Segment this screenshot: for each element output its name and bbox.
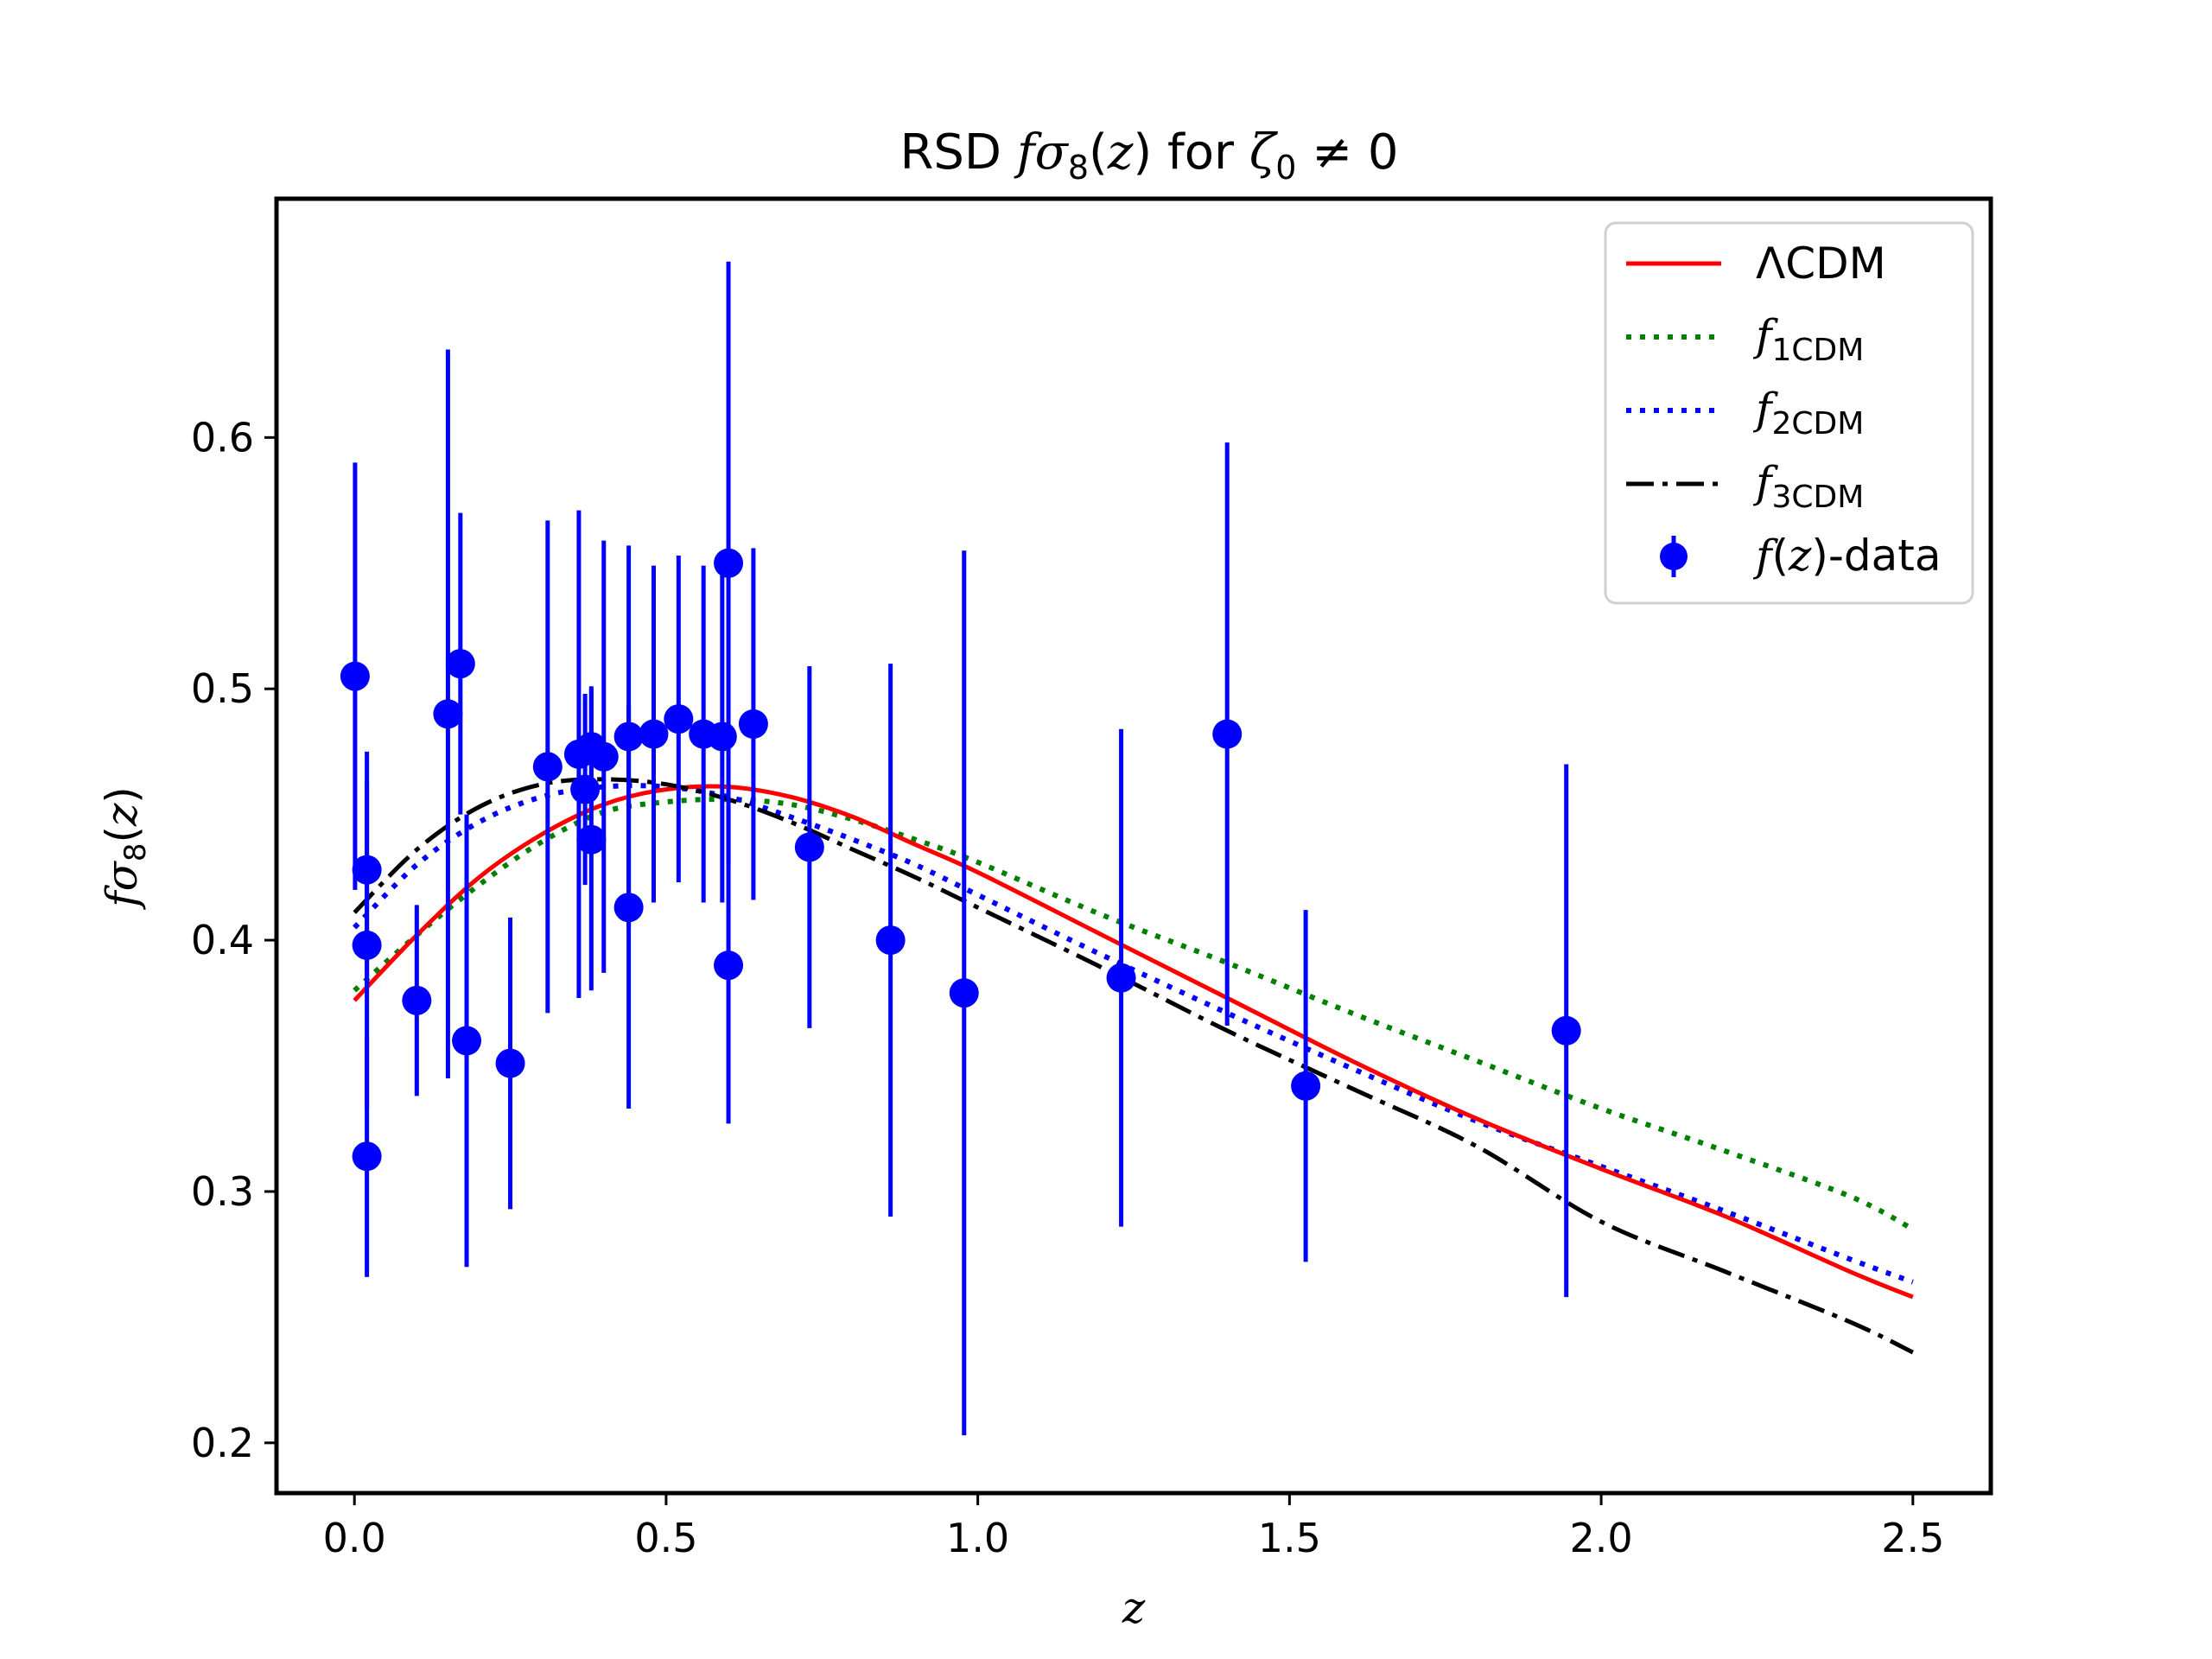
legend-marker-data: [1660, 543, 1688, 570]
data-point: [613, 893, 644, 923]
data-point: [639, 719, 669, 749]
y-tick-label: 0.5: [191, 665, 254, 712]
data-point: [495, 1048, 525, 1078]
x-tick-label: 2.5: [1881, 1515, 1944, 1561]
series-line-f3cdm: [353, 777, 1914, 1355]
data-point: [570, 774, 601, 804]
x-tick-label: 1.5: [1258, 1515, 1321, 1561]
legend-label-f3cdm: f3CDM: [1752, 457, 1864, 515]
legend-label-data: f(z)-data: [1752, 531, 1942, 581]
y-axis-label: fσ8(z): [97, 786, 153, 911]
data-point: [532, 752, 563, 782]
data-point: [452, 1026, 482, 1056]
y-tick-label: 0.2: [191, 1420, 254, 1466]
y-tick-label: 0.6: [191, 414, 254, 461]
x-tick-label: 0.0: [323, 1515, 386, 1561]
data-point: [433, 699, 463, 729]
x-axis-label: z: [1122, 1583, 1146, 1633]
axes-frame: [274, 196, 1993, 1496]
x-axis-ticks: 0.0 0.5 1.0 1.5 2.0 2.5: [323, 1493, 1944, 1561]
data-point: [445, 649, 475, 679]
data-points-layer: [340, 261, 1581, 1436]
series-line-cdm: [353, 784, 1914, 1300]
data-point: [352, 1141, 382, 1172]
x-tick-label: 0.5: [634, 1515, 697, 1561]
data-point: [340, 661, 370, 691]
data-point: [1106, 963, 1136, 993]
data-point: [1291, 1071, 1321, 1101]
data-point: [352, 855, 382, 885]
series-line-f1cdm: [353, 797, 1915, 1232]
y-tick-label: 0.3: [191, 1168, 254, 1215]
data-point: [714, 950, 744, 981]
data-point: [714, 548, 744, 578]
y-axis-ticks: 0.2 0.3 0.4 0.5 0.6: [191, 414, 276, 1466]
data-point: [707, 721, 737, 752]
data-point: [352, 930, 382, 960]
data-point: [588, 741, 619, 772]
data-point: [738, 709, 768, 739]
x-tick-label: 1.0: [946, 1515, 1009, 1561]
y-tick-label: 0.4: [191, 917, 254, 963]
data-point: [794, 832, 824, 862]
legend-box: [1604, 221, 1974, 605]
legend-label-f1cdm: f1CDM: [1752, 310, 1864, 368]
x-tick-label: 2.0: [1570, 1515, 1633, 1561]
legend-label-lcdm: ΛCDM: [1756, 238, 1886, 289]
legend: ΛCDM f1CDM f2CDM f3CDM f(z)-data: [1604, 221, 1974, 605]
chart-title: RSD fσ8(z) for ζ0 ≠ 0: [899, 124, 1398, 187]
data-point: [1551, 1015, 1581, 1046]
data-point: [875, 925, 906, 956]
legend-label-f2cdm: f2CDM: [1752, 384, 1864, 442]
data-point: [1212, 719, 1243, 749]
data-point: [402, 985, 432, 1015]
data-point: [949, 978, 979, 1008]
data-point: [664, 704, 694, 734]
data-point: [613, 721, 644, 752]
data-point: [576, 824, 607, 855]
